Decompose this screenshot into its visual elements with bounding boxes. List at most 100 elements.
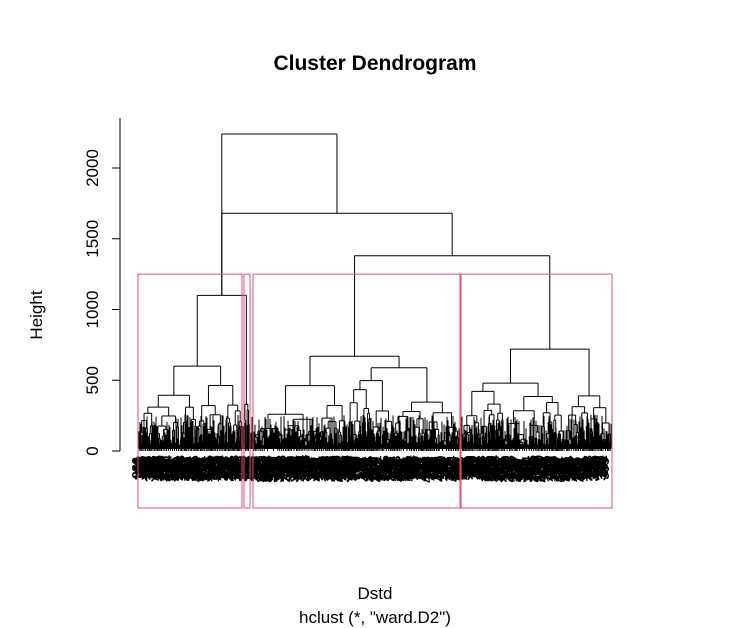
leaf-label: 186 [223, 456, 238, 478]
leaf-label: 171 [176, 459, 191, 481]
leaf-label: 143 [460, 457, 475, 479]
leaf-label: 213 [325, 455, 340, 477]
leaf-label: 213 [418, 456, 433, 478]
leaf-label: 1 [443, 461, 458, 468]
leaf-label: 85 [201, 455, 216, 469]
leaf-label: 353 [204, 456, 219, 478]
leaf-label: 9 [365, 460, 380, 467]
leaf-label: 252 [379, 458, 394, 480]
leaf-label: 1 [506, 459, 521, 466]
leaf-label: 363 [487, 460, 502, 482]
leaf-label: 274 [367, 459, 382, 481]
leaf-label: 201 [258, 461, 273, 483]
leaf-label: 23 [502, 455, 517, 469]
leaf-label: 90 [465, 456, 480, 470]
leaf-label: 179 [197, 460, 212, 482]
leaf-label: 455 [217, 458, 232, 480]
leaf-label: 422 [419, 461, 434, 483]
leaf-label: 84 [380, 458, 395, 473]
leaf-label: 242 [375, 458, 390, 480]
leaf-label: 83 [254, 455, 269, 469]
leaf-label: 258 [448, 459, 463, 481]
leaf-label: 182 [312, 458, 327, 480]
leaf-label: 11 [400, 455, 415, 469]
leaf-label: 39 [139, 460, 154, 474]
leaf-label: 28 [523, 460, 538, 474]
leaf-label: 177 [158, 459, 173, 481]
leaf-label: 176 [173, 460, 188, 482]
leaf-label: 83 [276, 459, 291, 473]
leaf-label: 230 [177, 460, 192, 482]
leaf-label: 135 [320, 458, 335, 480]
leaf-label: 157 [203, 459, 218, 481]
leaf-label: 55 [480, 456, 495, 470]
leaf-label: 234 [519, 456, 534, 478]
leaf-label: 313 [439, 458, 454, 480]
leaf-label: 416 [471, 457, 486, 479]
leaf-label: 262 [334, 459, 349, 481]
leaf-label: 322 [162, 459, 177, 481]
leaf-label: 391 [266, 458, 281, 480]
leaf-label: 251 [297, 460, 312, 482]
leaf-label: 124 [269, 455, 284, 477]
leaf-label: 336 [318, 459, 333, 481]
leaf-label: 272 [422, 457, 437, 479]
leaf-label: 37 [351, 457, 366, 471]
leaf-label: 224 [403, 457, 418, 479]
leaf-label: 51 [295, 457, 310, 471]
leaf-label: 123 [214, 457, 229, 479]
leaf-label: 395 [597, 458, 612, 480]
leaf-label: 31 [275, 460, 290, 474]
leaf-label: 343 [515, 460, 530, 482]
leaf-label: 21 [425, 459, 440, 473]
leaf-label: 469 [184, 458, 199, 480]
leaf-label: 445 [274, 455, 289, 477]
leaf-label: 24 [336, 459, 351, 474]
leaf-label: 447 [518, 458, 533, 480]
leaf-label: 456 [483, 457, 498, 479]
leaf-label: 322 [322, 455, 337, 477]
leaf-label: 280 [247, 458, 262, 480]
leaf-label: 52 [183, 460, 198, 474]
leaf-label: 423 [446, 460, 461, 482]
leaf-label: 208 [492, 459, 507, 481]
leaf-label: 133 [389, 456, 404, 478]
leaf-label: 467 [477, 460, 492, 482]
leaf-label: 72 [317, 459, 332, 473]
leaf-label: 150 [229, 460, 244, 482]
leaf-label: 279 [353, 459, 368, 481]
leaf-label: 310 [267, 459, 282, 481]
leaf-label: 473 [170, 456, 185, 478]
leaf-label: 270 [369, 457, 384, 479]
leaf-label: 126 [499, 458, 514, 480]
leaf-label: 10 [354, 458, 369, 472]
leaf-label: 339 [199, 460, 214, 482]
leaf-label: 333 [153, 455, 168, 477]
leaf-label: 231 [278, 461, 293, 483]
leaf-label: 231 [150, 457, 165, 479]
leaf-label: 152 [232, 457, 247, 479]
leaf-label: 6 [352, 458, 367, 465]
leaf-label: 58 [138, 457, 153, 471]
leaf-label: 68 [381, 456, 396, 470]
leaf-label: 107 [350, 458, 365, 480]
leaf-label: 101 [421, 457, 436, 479]
leaf-label: 9 [393, 460, 408, 467]
leaf-label: 2 [537, 456, 552, 463]
leaf-label: 353 [171, 458, 186, 480]
leaf-label: 189 [475, 459, 490, 481]
leaf-label: 64 [326, 460, 341, 475]
leaf-label: 465 [362, 459, 377, 481]
leaf-label: 83 [215, 456, 230, 470]
leaf-label: 217 [385, 458, 400, 480]
leaf-label: 134 [493, 458, 508, 480]
leaf-label: 64 [160, 454, 175, 469]
leaf-label: 309 [436, 459, 451, 481]
leaf-label: 359 [459, 457, 474, 479]
leaf-label: 391 [283, 460, 298, 482]
leaf-label: 438 [364, 457, 379, 479]
leaf-label: 54 [240, 458, 255, 473]
leaf-label: 463 [397, 458, 412, 480]
leaf-label: 15 [300, 460, 315, 474]
